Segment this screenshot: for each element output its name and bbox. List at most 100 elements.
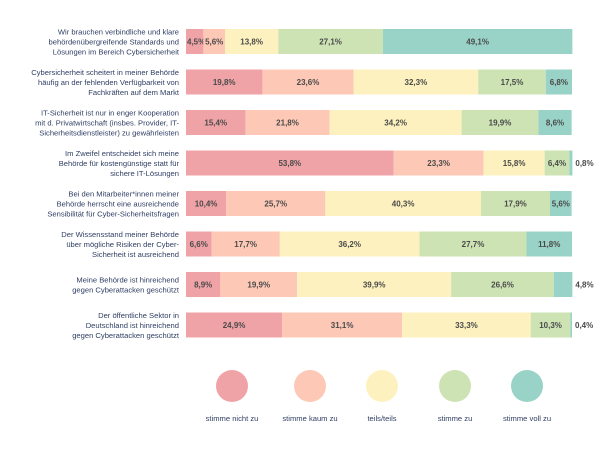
- legend-item: stimme voll zu: [503, 370, 551, 423]
- bar-segment: [325, 191, 481, 216]
- data-label: 17,9%: [504, 200, 527, 209]
- legend-item: teils/teils: [366, 370, 398, 423]
- category-label: Im Zweifel entscheidet sich meine Behörde…: [59, 149, 180, 178]
- category-label-line: gegen Cyberattacken geschützt: [72, 286, 180, 295]
- data-label: 15,8%: [503, 159, 526, 168]
- bar-segment: [553, 272, 573, 297]
- bar-segment: [203, 29, 225, 54]
- category-label: Bei den Mitarbeiter*innen meiner Behörde …: [47, 190, 179, 219]
- bar-segment: [329, 110, 462, 135]
- legend-item: stimme kaum zu: [282, 370, 338, 423]
- bar-row: 8,9% 19,9% 39,9% 26,6% 4,8%: [186, 272, 594, 297]
- data-label: 36,2%: [338, 240, 361, 249]
- bar-segment: [419, 231, 527, 257]
- bar-segment: [245, 110, 330, 135]
- bar-segment: [226, 191, 326, 216]
- category-label: Meine Behörde ist hinreichend gegen Cyber…: [72, 276, 180, 295]
- category-label: Der öffentliche Sektor in Deutschland ist…: [72, 311, 180, 340]
- data-label: 0,4%: [575, 321, 593, 330]
- legend-label: stimme nicht zu: [206, 414, 259, 423]
- bar-segment: [186, 150, 394, 176]
- bar-segment: [282, 312, 403, 338]
- data-label: 17,7%: [234, 240, 257, 249]
- category-label-line: mit d. Privatwirtschaft (insbes. Provide…: [35, 119, 179, 128]
- bar-segment: [186, 231, 212, 257]
- bar-segment: [530, 312, 571, 338]
- legend-swatch: [366, 370, 398, 402]
- category-label-line: Meine Behörde ist hinreichend: [76, 276, 179, 285]
- bar-segment: [483, 150, 545, 176]
- category-label-line: behördenübergreifende Standards und: [49, 38, 179, 47]
- category-label: Cybersicherheit scheitert in meiner Behö…: [31, 68, 180, 97]
- data-label: 8,6%: [546, 119, 564, 128]
- category-label-line: sichere IT-Lösungen: [110, 169, 179, 178]
- category-label-line: häufig an der fehlenden Verfügbarkeit vo…: [38, 78, 179, 87]
- category-label-line: Wir brauchen verbindliche und klare: [58, 28, 179, 37]
- category-label-line: Der Wissensstand meiner Behörde: [61, 230, 179, 239]
- data-label: 8,9%: [194, 281, 212, 290]
- bar-segment: [526, 231, 572, 257]
- category-label-line: gegen Cyberattacken geschützt: [72, 331, 180, 340]
- bar-segment: [480, 191, 550, 216]
- bar-segment: [186, 110, 246, 135]
- bar-row: 24,9% 31,1% 33,3% 10,3% 0,4%: [186, 312, 593, 338]
- legend-swatch: [294, 370, 326, 402]
- category-label-line: Behörde für kostengünstige statt für: [59, 159, 180, 168]
- data-label: 6,4%: [548, 159, 566, 168]
- bar-segment: [186, 29, 204, 54]
- category-label-line: Deutschland ist hinreichend: [86, 321, 179, 330]
- bar-segment: [220, 272, 298, 297]
- category-label-line: Fachkräften auf dem Markt: [88, 88, 180, 97]
- data-label: 4,8%: [575, 281, 593, 290]
- data-label: 40,3%: [392, 200, 415, 209]
- category-label-line: Im Zweifel entscheidet sich meine: [65, 149, 179, 158]
- data-label: 10,3%: [539, 321, 562, 330]
- legend-label: stimme voll zu: [503, 414, 551, 423]
- bar-segment: [224, 29, 279, 54]
- category-label-line: Sicherheit ist ausreichend: [92, 250, 179, 259]
- bar-segment: [478, 69, 546, 95]
- category-label-line: Behörde herrscht eine ausreichende: [57, 200, 179, 209]
- bar-segment: [538, 110, 572, 135]
- bar-row: 4,5% 5,6% 13,8% 27,1% 49,1%: [186, 29, 573, 54]
- data-label: 10,4%: [195, 200, 218, 209]
- data-label: 21,8%: [276, 119, 299, 128]
- category-label: Der Wissensstand meiner Behörde über mögl…: [61, 230, 179, 259]
- data-label: 39,9%: [363, 281, 386, 290]
- data-label: 0,8%: [575, 159, 593, 168]
- bar-segment: [393, 150, 484, 176]
- bar-segment: [570, 312, 572, 338]
- bar-segment: [402, 312, 531, 338]
- category-label: Wir brauchen verbindliche und klare behör…: [49, 28, 180, 57]
- category-label-line: über mögliche Risiken der Cyber-: [66, 240, 179, 249]
- data-label: 11,8%: [538, 240, 560, 249]
- data-label: 27,1%: [319, 38, 342, 47]
- data-label: 19,9%: [247, 281, 270, 290]
- bar-segment: [461, 110, 539, 135]
- data-label: 17,5%: [501, 78, 524, 87]
- data-label: 53,8%: [278, 159, 301, 168]
- bar-segment: [278, 29, 383, 54]
- legend-label: stimme kaum zu: [282, 414, 337, 423]
- bar-segment: [382, 29, 573, 54]
- bar-row: 19,8% 23,6% 32,3% 17,5% 6,8%: [186, 69, 572, 95]
- bar-segment: [186, 191, 227, 216]
- legend-label: teils/teils: [367, 414, 396, 423]
- legend-item: stimme nicht zu: [206, 370, 259, 423]
- legend-swatch: [511, 370, 543, 402]
- data-label: 15,4%: [204, 119, 227, 128]
- data-label: 5,6%: [552, 200, 570, 209]
- category-label-line: Sensibilität für Cyber-Sicherheitsfragen: [47, 210, 179, 219]
- bar-segment: [550, 191, 572, 216]
- data-label: 49,1%: [466, 38, 489, 47]
- legend-item: stimme zu: [438, 370, 473, 423]
- legend-label: stimme zu: [438, 414, 473, 423]
- legend: stimme nicht zu stimme kaum zu teils/teils…: [206, 370, 551, 423]
- category-label-line: Cybersicherheit scheitert in meiner Behö…: [31, 68, 179, 77]
- bar-segment: [353, 69, 479, 95]
- category-label-line: Lösungen im Bereich Cybersicherheit: [53, 48, 180, 57]
- bar-segment: [262, 69, 354, 95]
- category-labels-group: Wir brauchen verbindliche und klare behör…: [31, 28, 180, 341]
